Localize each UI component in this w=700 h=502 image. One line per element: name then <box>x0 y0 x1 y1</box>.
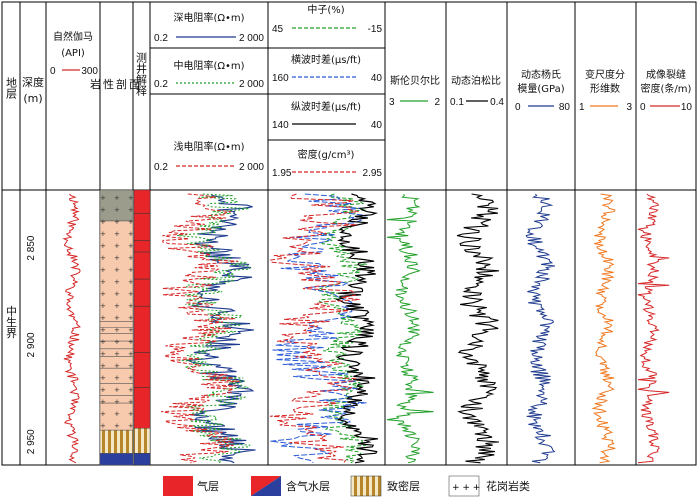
curve-7 <box>269 193 360 463</box>
track-max-1: 2 000 <box>239 33 264 44</box>
track-title-8: 斯伦贝尔比 <box>390 74 440 87</box>
track-max-11: 3 <box>626 102 632 113</box>
track-min-7: 1.95 <box>272 168 292 179</box>
track-min-10: 0 <box>515 102 521 113</box>
track-title-0: 自然伽马 <box>53 30 93 43</box>
track-min-9: 0.1 <box>450 97 464 108</box>
track-max-12: 10 <box>681 102 693 113</box>
curve-2 <box>177 193 251 464</box>
curve-3 <box>161 193 240 464</box>
track-title-7: 密度(g/cm³) <box>298 148 355 161</box>
track-max-7: 2.95 <box>363 168 383 179</box>
curve-5 <box>270 193 368 464</box>
track-min-11: 1 <box>579 102 585 113</box>
track-max-3: 2 000 <box>239 162 264 173</box>
depth-header-line2: (m) <box>23 92 42 105</box>
stratum-value: 中生界 <box>5 305 18 339</box>
track-max-10: 80 <box>559 102 571 113</box>
lithology-interval-3 <box>99 453 134 466</box>
depth-tick-2850: 2 850 <box>26 235 37 260</box>
track-min-3: 0.2 <box>154 162 168 173</box>
track-min-5: 160 <box>272 73 289 84</box>
depth-tick-2950: 2 950 <box>26 429 37 454</box>
lithology-interval-1 <box>99 220 134 431</box>
track-title-3: 浅电阻率(Ω•m) <box>173 140 244 153</box>
track-min-1: 0.2 <box>154 33 168 44</box>
track-max-9: 0.4 <box>490 97 504 108</box>
lithology-header: 岩性剖面 <box>90 77 142 91</box>
curve-0 <box>62 193 82 464</box>
lithology-column <box>99 189 134 466</box>
track-title-9: 动态泊松比 <box>451 74 501 87</box>
track-max-8: 2 <box>434 97 440 108</box>
legend-swatch-tight <box>350 475 382 497</box>
track-max-6: 40 <box>371 120 383 131</box>
track-title-10: 动态杨氏 <box>521 68 561 81</box>
legend-label-gas-water: 含气水层 <box>286 479 330 493</box>
interpretation-interval-0 <box>133 189 151 429</box>
legend-swatch-granite <box>448 475 480 497</box>
track-max-5: 40 <box>371 73 383 84</box>
track-min-8: 3 <box>389 97 395 108</box>
track-title-11-b: 形维数 <box>590 82 620 95</box>
interpretation-column <box>133 189 151 466</box>
curve-10 <box>525 193 556 464</box>
track-title-4: 中子(%) <box>307 3 344 16</box>
legend-label-tight: 致密层 <box>387 479 420 493</box>
track-min-12: 0 <box>640 102 646 113</box>
curve-6 <box>334 193 379 464</box>
track-title-12-b: 密度(条/m) <box>641 82 692 95</box>
depth-ticks: 2 850 2 900 2 950 <box>26 235 37 454</box>
track-min-2: 0.2 <box>154 79 168 90</box>
curve-1 <box>186 193 256 464</box>
track-title-10-b: 模量(GPa) <box>517 83 564 95</box>
track-title-0-b: (API) <box>61 48 85 59</box>
track-max-4: -15 <box>368 24 383 35</box>
lithology-interval-2 <box>99 429 134 454</box>
legend-swatch-gas <box>163 476 193 496</box>
interpretation-interval-2 <box>133 453 151 466</box>
curve-12 <box>637 193 670 464</box>
depth-header-line1: 深度 <box>22 75 44 89</box>
track-title-6: 纵波时差(μs/ft) <box>291 100 361 113</box>
track-title-12: 成像裂缝 <box>646 68 686 81</box>
track-min-4: 45 <box>272 24 284 35</box>
track-title-11: 变尺度分 <box>585 68 625 81</box>
track-title-1: 深电阻率(Ω•m) <box>173 11 244 24</box>
legend-label-gas: 气层 <box>197 479 219 493</box>
track-title-2: 中电阻率(Ω•m) <box>173 59 244 72</box>
depth-tick-2900: 2 900 <box>26 332 37 357</box>
interpretation-interval-1 <box>133 428 151 454</box>
legend: 气层 含气水层 致密层 + + + 花岗岩类 <box>163 475 530 497</box>
track-title-5: 横波时差(μs/ft) <box>291 53 361 66</box>
curve-4 <box>317 193 367 464</box>
lithology-interval-0 <box>99 189 134 222</box>
curve-9 <box>456 193 500 464</box>
curve-11 <box>591 193 616 464</box>
legend-granite-marks: + + + <box>452 483 480 493</box>
track-min-6: 140 <box>272 120 289 131</box>
interpretation-header: 测井解释 <box>135 52 148 97</box>
track-min-0: 0 <box>50 66 56 77</box>
stratum-header: 地层 <box>5 77 18 100</box>
column-headers: 地层 中生界 深度 (m) 岩性剖面 测井解释 <box>5 52 148 340</box>
legend-label-granite: 花岗岩类 <box>486 479 530 493</box>
legend-swatch-gas-water <box>251 476 281 496</box>
track-max-2: 2 000 <box>239 79 264 90</box>
track-max-0: 300 <box>81 66 98 77</box>
log-curves <box>62 193 670 464</box>
curve-8 <box>386 193 434 464</box>
